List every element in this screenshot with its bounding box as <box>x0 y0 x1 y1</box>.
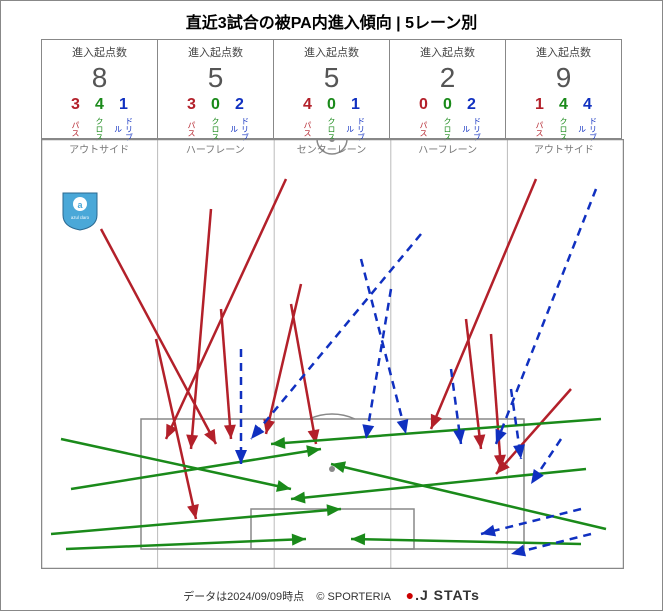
bd-cross: 0クロス <box>440 96 456 144</box>
lane-total: 9 <box>508 62 619 94</box>
bd-pass: 4パス <box>300 96 316 144</box>
svg-text:azul claro: azul claro <box>71 215 90 220</box>
bd-dribble: 4ドリブル <box>580 96 596 144</box>
bd-pass: 1パス <box>532 96 548 144</box>
copyright: © SPORTERIA <box>316 591 390 603</box>
bd-pass: 3パス <box>184 96 200 144</box>
bd-pass: 0パス <box>416 96 432 144</box>
lanes-header: 進入起点数83パス4クロス1ドリブル進入起点数53パス0クロス2ドリブル進入起点… <box>1 39 662 139</box>
chart-title: 直近3試合の被PA内進入傾向 | 5レーン別 <box>1 1 662 39</box>
lane-col-1: 進入起点数53パス0クロス2ドリブル <box>157 39 273 139</box>
lane-breakdown: 4パス 0クロス 1ドリブル <box>276 96 387 144</box>
lane-name: アウトサイド <box>41 141 157 156</box>
lane-label: 進入起点数 <box>44 44 155 60</box>
lane-breakdown: 3パス 0クロス 2ドリブル <box>160 96 271 144</box>
lane-name: アウトサイド <box>506 141 622 156</box>
bd-cross: 4クロス <box>92 96 108 144</box>
team-badge: a azul claro <box>59 189 101 231</box>
lane-breakdown: 3パス 4クロス 1ドリブル <box>44 96 155 144</box>
lane-col-3: 進入起点数20パス0クロス2ドリブル <box>389 39 505 139</box>
lane-total: 5 <box>276 62 387 94</box>
data-date: データは2024/09/09時点 <box>183 591 304 603</box>
pitch-area: アウトサイドハーフレーンセンターレーンハーフレーンアウトサイド <box>41 139 622 574</box>
lane-name: ハーフレーン <box>157 141 273 156</box>
lane-col-2: 進入起点数54パス0クロス1ドリブル <box>273 39 389 139</box>
footer: データは2024/09/09時点 © SPORTERIA ●.J STATs <box>1 587 662 604</box>
lane-total: 8 <box>44 62 155 94</box>
lane-col-0: 進入起点数83パス4クロス1ドリブル <box>41 39 157 139</box>
bd-cross: 0クロス <box>208 96 224 144</box>
chart-container: 直近3試合の被PA内進入傾向 | 5レーン別 進入起点数 8 3パス 4クロス 1ドリブ… <box>0 0 663 611</box>
lane-breakdown: 1パス 4クロス 4ドリブル <box>508 96 619 144</box>
bd-cross: 0クロス <box>324 96 340 144</box>
lane-breakdown: 0パス 0クロス 2ドリブル <box>392 96 503 144</box>
bd-dribble: 2ドリブル <box>232 96 248 144</box>
lane-total: 2 <box>392 62 503 94</box>
bd-dribble: 1ドリブル <box>116 96 132 144</box>
bd-dribble: 2ドリブル <box>464 96 480 144</box>
lane-label: 進入起点数 <box>392 44 503 60</box>
bd-cross: 4クロス <box>556 96 572 144</box>
lane-name: ハーフレーン <box>390 141 506 156</box>
pitch-svg <box>41 139 624 569</box>
lane-label: 進入起点数 <box>276 44 387 60</box>
lane-name: センターレーン <box>273 141 389 156</box>
lane-label: 進入起点数 <box>508 44 619 60</box>
lane-label: 進入起点数 <box>160 44 271 60</box>
lane-col-4: 進入起点数91パス4クロス4ドリブル <box>505 39 622 139</box>
bd-dribble: 1ドリブル <box>348 96 364 144</box>
lane-names-row: アウトサイドハーフレーンセンターレーンハーフレーンアウトサイド <box>41 141 622 156</box>
bd-pass: 3パス <box>68 96 84 144</box>
brand-logo: ●.J STATs <box>406 587 480 603</box>
lane-total: 5 <box>160 62 271 94</box>
